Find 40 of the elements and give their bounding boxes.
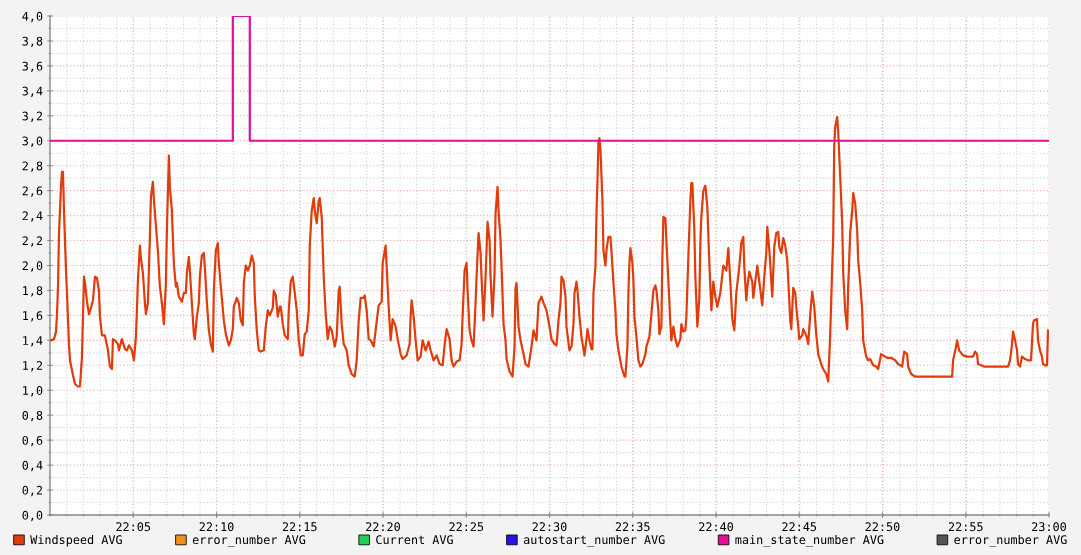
y-tick-label: 0,8 <box>22 410 43 422</box>
y-tick-label: 3,4 <box>22 86 43 98</box>
y-tick-label: 1,8 <box>23 286 43 297</box>
y-tick-label: 1,4 <box>23 336 43 347</box>
y-tick-label: 2,6 <box>22 186 43 197</box>
y-tick-label: 2,4 <box>22 211 43 222</box>
legend-label: autostart_number AVG <box>523 534 665 547</box>
x-tick-label: 22:35 <box>615 522 650 532</box>
line-series <box>50 115 1049 388</box>
x-tick-label: 22:40 <box>699 522 734 532</box>
legend-label: main_state_number AVG <box>735 534 884 547</box>
y-tick-label: 1,6 <box>23 311 43 322</box>
y-tick-label: 4,0 <box>22 11 43 23</box>
y-tick-label: 0,4 <box>22 460 43 472</box>
y-tick-label: 3,2 <box>22 111 43 122</box>
y-tick-label: 0,6 <box>22 435 43 447</box>
x-tick-label: 22:05 <box>116 522 151 532</box>
x-tick-label: 23:00 <box>1032 522 1066 532</box>
y-tick-label: 0,0 <box>22 510 43 522</box>
legend-label: Windspeed AVG <box>30 534 122 547</box>
y-tick-label: 1,2 <box>23 361 43 372</box>
legend-label: Current AVG <box>376 535 453 545</box>
y-tick-label: 2,0 <box>22 261 43 272</box>
y-tick-label: 2,2 <box>22 236 43 247</box>
y-tick-label: 0,2 <box>22 485 43 497</box>
y-tick-label: 2,8 <box>22 161 43 172</box>
x-tick-label: 22:10 <box>199 522 234 532</box>
y-tick-label: 3,8 <box>22 36 43 48</box>
y-tick-label: 3,0 <box>22 136 43 147</box>
x-tick-label: 22:45 <box>782 522 817 532</box>
legend-label: error_number AVG <box>954 534 1067 547</box>
x-tick-label: 22:55 <box>948 522 983 532</box>
x-tick-label: 22:20 <box>366 522 400 532</box>
x-tick-label: 22:50 <box>865 522 900 532</box>
legend-label: error_number AVG <box>192 534 306 547</box>
y-tick-label: 1,0 <box>23 386 43 397</box>
x-tick-label: 22:25 <box>449 522 484 532</box>
y-tick-label: 3,6 <box>22 61 43 73</box>
x-tick-label: 22:15 <box>282 522 317 532</box>
x-tick-label: 22:30 <box>532 522 567 532</box>
